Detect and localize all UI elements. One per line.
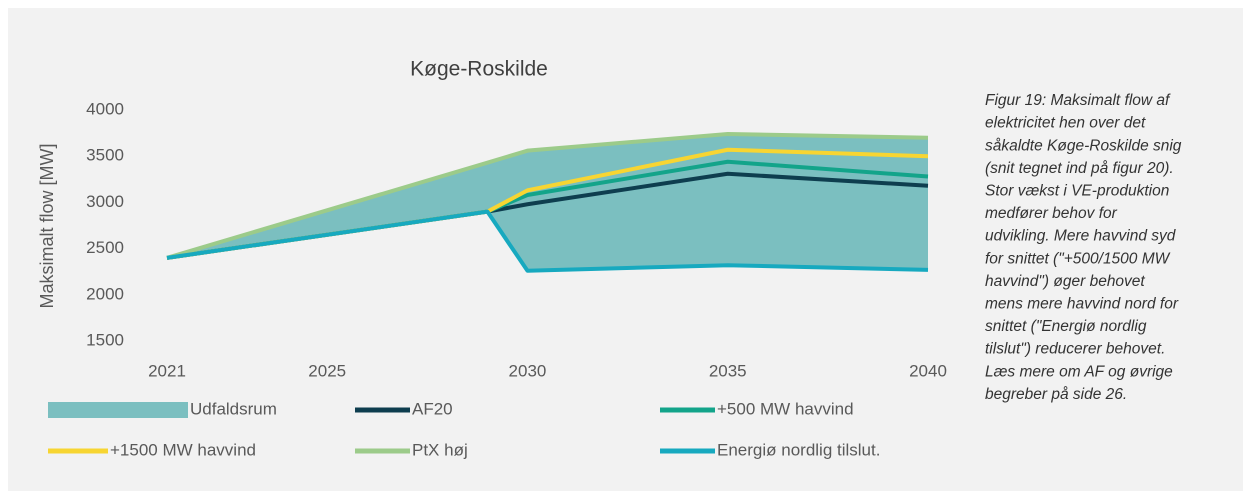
caption-line: elektricitet hen over det — [985, 115, 1146, 132]
legend-label: PtX høj — [412, 440, 468, 459]
y-tick-label: 3500 — [86, 146, 124, 165]
caption-line: snittet ("Energiø nordlig — [985, 318, 1147, 335]
series-line — [166, 132, 929, 260]
caption-line: udvikling. Mere havvind syd — [985, 228, 1177, 245]
caption-line: (snit tegnet ind på figur 20). — [985, 160, 1174, 177]
x-tick-label: 2025 — [308, 361, 346, 380]
legend-swatch — [48, 402, 188, 418]
legend-label: Energiø nordlig tilslut. — [717, 440, 880, 459]
y-axis-label: Maksimalt flow [MW] — [37, 143, 57, 308]
caption-line: mens mere havvind nord for — [985, 295, 1179, 312]
series-line — [166, 209, 929, 273]
y-tick-label: 2500 — [86, 238, 124, 257]
caption-line: Læs mere om AF og øvrige — [985, 363, 1173, 380]
caption-line: begreber på side 26. — [985, 386, 1127, 403]
caption-line: tilslut") reducerer behovet. — [985, 341, 1165, 358]
caption-line: Figur 19: Maksimalt flow af — [985, 92, 1171, 109]
x-tick-label: 2035 — [709, 361, 747, 380]
x-tick-label: 2040 — [909, 361, 947, 380]
caption-line: for snittet ("+500/1500 MW — [985, 250, 1171, 267]
legend-label: Udfaldsrum — [190, 399, 277, 418]
y-tick-label: 1500 — [86, 330, 124, 349]
legend-label: +1500 MW havvind — [110, 440, 256, 459]
legend-label: +500 MW havvind — [717, 399, 854, 418]
x-tick-label: 2030 — [509, 361, 547, 380]
caption-line: medfører behov for — [985, 205, 1118, 222]
y-tick-label: 3000 — [86, 192, 124, 211]
caption-line: havvind") øger behovet — [985, 273, 1145, 290]
legend-label: AF20 — [412, 399, 453, 418]
x-tick-label: 2021 — [148, 361, 186, 380]
chart-title: Køge-Roskilde — [410, 58, 548, 81]
caption-line: Stor vækst i VE-produktion — [985, 182, 1169, 199]
y-tick-label: 4000 — [86, 99, 124, 118]
y-tick-label: 2000 — [86, 284, 124, 303]
caption-line: såkaldte Køge-Roskilde snig — [985, 137, 1182, 154]
